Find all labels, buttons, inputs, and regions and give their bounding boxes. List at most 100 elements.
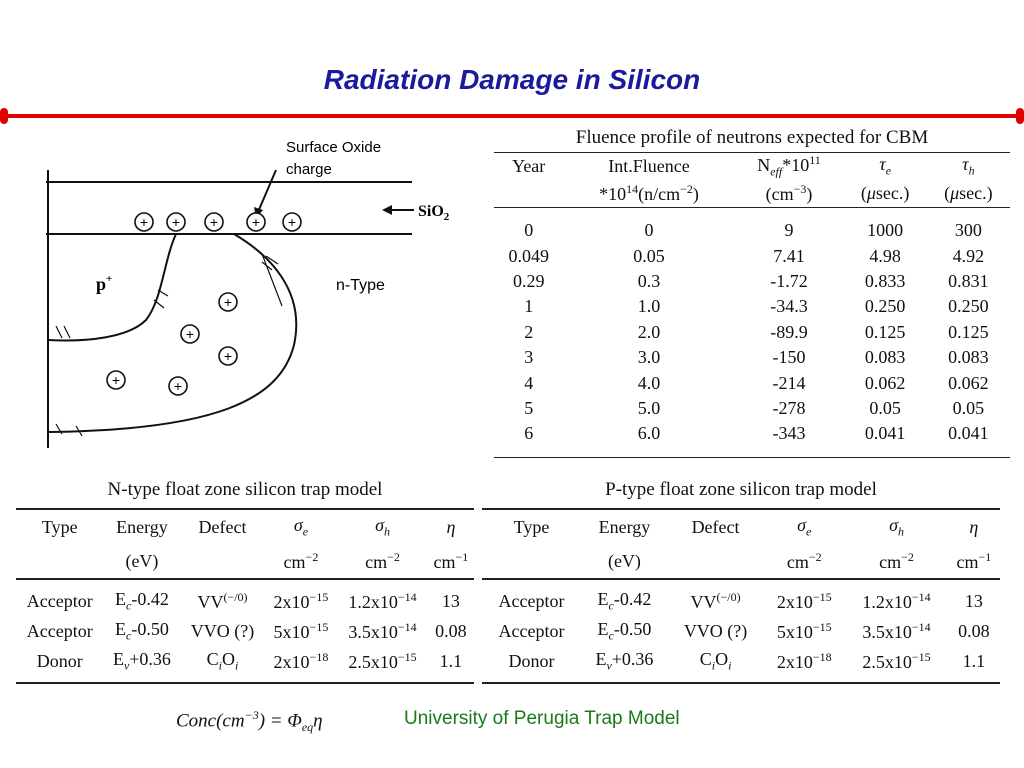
table-cell: 1.2x10−14 <box>348 589 417 612</box>
col-int-fluence: Int.Fluence <box>608 156 690 176</box>
col-defect-unit <box>180 544 264 579</box>
col-tau-h: τh <box>962 154 975 178</box>
table-row: Acceptor Ec-0.50 VVO (?) 5x10−15 3.5x10−14 0.… <box>16 616 474 646</box>
col-neff: Neff*1011 <box>757 153 821 179</box>
table-row: Donor Ev+0.36 CiOi 2x10−18 2.5x10−15 1.1 <box>482 646 1000 676</box>
rule-right-cap <box>1016 108 1024 124</box>
table-cell: 0.125 <box>864 321 906 342</box>
table-cell: 0.08 <box>958 620 990 641</box>
table-cell: Acceptor <box>498 590 565 611</box>
table-cell: 0.05 <box>869 397 901 418</box>
table-spacer <box>482 579 1000 586</box>
table-row: Acceptor Ec-0.42 VV(−/0) 2x10−15 1.2x10−14 13 <box>16 586 474 616</box>
table-cell: 0.083 <box>948 347 989 368</box>
table-cell: Acceptor <box>26 620 93 641</box>
col-tau-e-unit: (μsec.) <box>860 183 910 203</box>
table-spacer <box>494 447 1010 458</box>
table-cell: -278 <box>772 397 806 418</box>
table-cell: 0.05 <box>633 245 665 266</box>
svg-text:+: + <box>252 214 260 230</box>
table-cell: 1.0 <box>637 296 661 317</box>
table-row: Acceptor Ec-0.50 VVO (?) 5x10−15 3.5x10−14 0.… <box>482 616 1000 646</box>
table-cell: 2.5x10−15 <box>348 649 417 672</box>
col-tau-e: τe <box>879 154 892 178</box>
table-cell: 5 <box>524 397 534 418</box>
col-year: Year <box>512 156 546 176</box>
table-cell: 1 <box>524 296 534 317</box>
table-cell: Ev+0.36 <box>595 648 654 673</box>
ntrap-table: Type Energy Defect σe σh η (eV) cm−2 cm−… <box>16 508 474 684</box>
table-cell: 1000 <box>867 220 904 241</box>
table-cell: -89.9 <box>770 321 808 342</box>
col-energy: Energy <box>116 516 168 537</box>
col-neff-unit: (cm−3) <box>765 182 813 204</box>
table-cell: 13 <box>441 590 460 611</box>
title-rule <box>4 114 1020 118</box>
col-eta: η <box>446 516 456 537</box>
ptrap-table-block: P-type float zone silicon trap model Typ… <box>482 474 1000 684</box>
p-plus-label: p+ <box>96 273 112 294</box>
table-cell: VVO (?) <box>683 620 748 641</box>
table-cell: VV(−/0) <box>690 589 741 612</box>
table-cell: 6.0 <box>637 423 661 444</box>
table-cell: 4.98 <box>869 245 901 266</box>
table-cell: -343 <box>772 423 806 444</box>
table-cell: 4.92 <box>952 245 985 266</box>
table-cell: Acceptor <box>498 620 565 641</box>
table-cell: 5x10−15 <box>776 619 832 642</box>
table-row: 4 4.0 -214 0.062 0.062 <box>494 370 1010 395</box>
col-int-fluence-unit: *1014(n/cm−2) <box>599 182 699 204</box>
table-cell: 0.3 <box>637 270 661 291</box>
table-cell: CiOi <box>699 648 732 673</box>
table-cell: 2x10−15 <box>776 589 832 612</box>
table-row: 0.29 0.3 -1.72 0.833 0.831 <box>494 269 1010 294</box>
footer-caption: University of Perugia Trap Model <box>404 708 680 729</box>
table-cell: 9 <box>784 220 794 241</box>
table-spacer <box>16 676 474 683</box>
table-cell: 1.1 <box>439 650 463 671</box>
col-sigma-e-unit: cm−2 <box>283 549 319 572</box>
table-cell: 1.1 <box>962 650 986 671</box>
col-year-unit <box>494 180 563 208</box>
col-defect: Defect <box>691 516 740 537</box>
table-cell: 0.083 <box>864 347 906 368</box>
table-cell: -214 <box>772 372 806 393</box>
table-cell: 2 <box>524 321 534 342</box>
col-sigma-h-unit: cm−2 <box>365 549 400 572</box>
table-row: 6 6.0 -343 0.041 0.041 <box>494 421 1010 446</box>
col-eta-unit: cm−1 <box>956 549 992 572</box>
svg-text:+: + <box>224 294 232 310</box>
table-cell: Donor <box>36 650 83 671</box>
table-cell: 2x10−15 <box>273 589 329 612</box>
col-energy-unit: (eV) <box>607 550 641 571</box>
table-cell: 0 <box>644 220 654 241</box>
table-cell: 0.250 <box>864 296 906 317</box>
col-eta: η <box>969 516 979 537</box>
table-spacer <box>16 579 474 586</box>
svg-text:+: + <box>186 326 194 342</box>
col-sigma-h-unit: cm−2 <box>879 549 914 572</box>
table-cell: 0.833 <box>864 270 906 291</box>
depletion-charges: + + + + + <box>106 292 238 396</box>
table-cell: Ec-0.42 <box>115 588 169 613</box>
col-sigma-e-unit: cm−2 <box>786 549 822 572</box>
table-cell: 0.062 <box>864 372 906 393</box>
sio2-label: SiO2 <box>418 203 450 223</box>
table-cell: 13 <box>964 590 983 611</box>
ntrap-caption: N-type float zone silicon trap model <box>107 479 383 500</box>
slide-title: Radiation Damage in Silicon <box>323 64 701 95</box>
svg-text:+: + <box>288 214 296 230</box>
table-cell: -1.72 <box>770 270 808 291</box>
table-cell: 5.0 <box>637 397 661 418</box>
svg-text:+: + <box>112 372 120 388</box>
fluence-table-block: Fluence profile of neutrons expected for… <box>494 124 1010 458</box>
table-cell: 0.049 <box>508 245 549 266</box>
oxide-charges: + + + + + <box>134 212 302 232</box>
oxide-label-line1: Surface Oxide <box>286 139 381 156</box>
table-cell: 0 <box>524 220 534 241</box>
table-spacer <box>482 676 1000 683</box>
table-cell: 0.125 <box>948 321 989 342</box>
table-cell: 0.29 <box>512 270 545 291</box>
col-type: Type <box>41 516 78 537</box>
table-cell: Acceptor <box>26 590 93 611</box>
